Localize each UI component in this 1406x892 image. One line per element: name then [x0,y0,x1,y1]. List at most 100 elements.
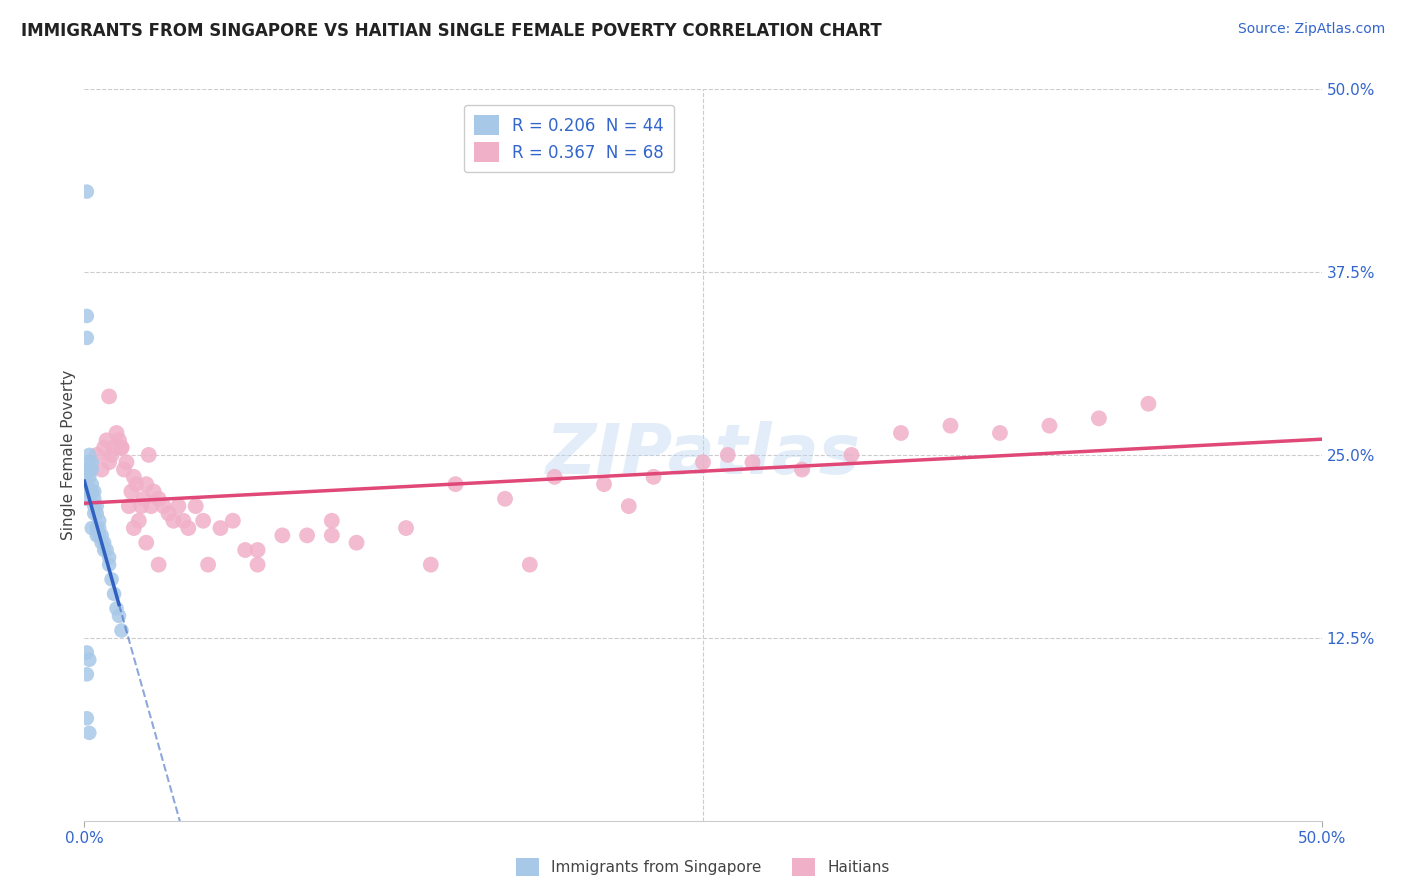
Point [157,507,180,521]
Point [89,514,111,528]
Point [122,521,145,535]
Point [138,448,160,462]
Point [83,491,105,506]
Point [132,491,155,506]
Point [321,528,343,542]
Point [76,711,98,725]
Point [76,309,98,323]
Legend: Immigrants from Singapore, Haitians: Immigrants from Singapore, Haitians [510,852,896,882]
Point [103,587,125,601]
Point [76,491,98,506]
Point [233,543,256,558]
Point [79,726,101,740]
Point [79,448,101,462]
Point [295,528,318,542]
Point [988,425,1011,440]
Point [105,601,128,615]
Point [83,499,105,513]
Point [112,462,135,476]
Point [197,558,219,572]
Point [108,434,131,448]
Point [76,331,98,345]
Point [120,484,142,499]
Point [110,441,132,455]
Point [89,521,111,535]
Point [692,455,714,469]
Point [172,514,194,528]
Point [90,528,112,542]
Point [135,535,157,549]
Point [100,572,122,586]
Point [494,491,516,506]
Point [86,521,108,535]
Point [135,477,157,491]
Point [162,514,184,528]
Point [98,455,121,469]
Point [191,514,214,528]
Point [1137,397,1160,411]
Point [108,608,131,623]
Point [93,535,115,549]
Point [93,543,115,558]
Y-axis label: Single Female Poverty: Single Female Poverty [60,370,76,540]
Point [103,441,125,455]
Point [76,477,98,491]
Point [76,645,98,659]
Point [346,535,368,549]
Point [79,484,101,499]
Point [177,521,200,535]
Point [86,499,108,513]
Point [890,425,912,440]
Point [86,507,108,521]
Point [395,521,418,535]
Point [543,470,565,484]
Point [148,491,170,506]
Point [79,470,101,484]
Point [271,528,294,542]
Point [98,389,121,403]
Point [79,455,101,469]
Point [444,477,467,491]
Point [110,441,132,455]
Point [86,448,108,462]
Point [115,455,138,469]
Point [80,477,103,491]
Point [128,514,150,528]
Point [90,535,112,549]
Point [98,558,121,572]
Text: Source: ZipAtlas.com: Source: ZipAtlas.com [1237,22,1385,37]
Point [76,462,98,476]
Point [643,470,665,484]
Point [100,448,122,462]
Point [519,558,541,572]
Point [184,499,207,513]
Point [419,558,441,572]
Point [80,521,103,535]
Point [142,484,165,499]
Point [129,499,152,513]
Point [222,514,245,528]
Point [152,499,174,513]
Point [141,499,163,513]
Point [118,499,141,513]
Point [98,550,121,565]
Text: IMMIGRANTS FROM SINGAPORE VS HAITIAN SINGLE FEMALE POVERTY CORRELATION CHART: IMMIGRANTS FROM SINGAPORE VS HAITIAN SIN… [21,22,882,40]
Point [96,543,118,558]
Point [717,448,740,462]
Point [93,441,115,455]
Point [79,653,101,667]
Point [110,624,132,638]
Point [96,434,118,448]
Point [1088,411,1111,425]
Text: ZIPatlas: ZIPatlas [546,421,860,489]
Point [246,543,269,558]
Point [105,425,128,440]
Point [790,462,813,476]
Point [741,455,763,469]
Point [939,418,962,433]
Point [167,499,190,513]
Point [841,448,863,462]
Point [80,462,103,476]
Point [617,499,640,513]
Point [593,477,616,491]
